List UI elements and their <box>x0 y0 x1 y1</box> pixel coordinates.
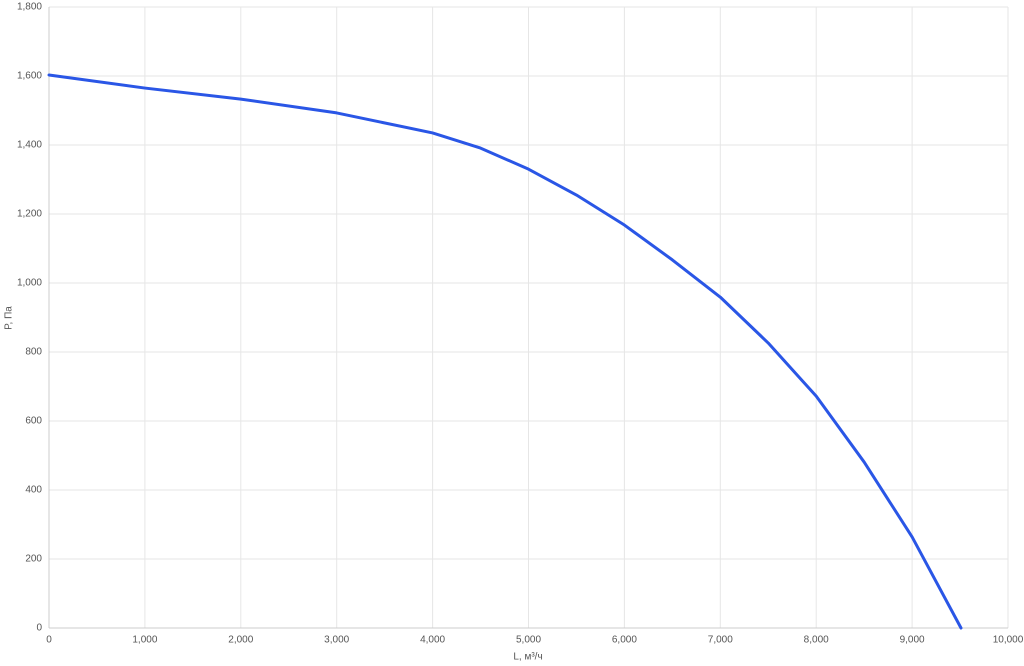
x-tick-label: 10,000 <box>993 635 1024 646</box>
x-tick-label: 8,000 <box>804 635 829 646</box>
y-tick-label: 200 <box>25 554 42 565</box>
y-tick-label: 800 <box>25 347 42 358</box>
x-tick-label: 3,000 <box>324 635 349 646</box>
y-tick-label: 0 <box>36 623 42 634</box>
y-tick-label: 1,200 <box>17 209 42 220</box>
x-tick-label: 4,000 <box>420 635 445 646</box>
y-tick-label: 1,600 <box>17 71 42 82</box>
x-tick-label: 5,000 <box>516 635 541 646</box>
y-tick-label: 1,800 <box>17 2 42 13</box>
x-tick-label: 6,000 <box>612 635 637 646</box>
x-axis-label: L, м³/ч <box>513 652 542 663</box>
series-line <box>47 73 963 630</box>
x-tick-label: 2,000 <box>228 635 253 646</box>
x-tick-label: 7,000 <box>708 635 733 646</box>
y-axis-label: P, Па <box>4 306 15 330</box>
x-tick-label: 9,000 <box>900 635 925 646</box>
x-tick-label: 0 <box>46 635 52 646</box>
y-tick-label: 1,400 <box>17 140 42 151</box>
x-tick-label: 1,000 <box>132 635 157 646</box>
y-tick-label: 400 <box>25 485 42 496</box>
y-tick-label: 600 <box>25 416 42 427</box>
y-tick-label: 1,000 <box>17 278 42 289</box>
